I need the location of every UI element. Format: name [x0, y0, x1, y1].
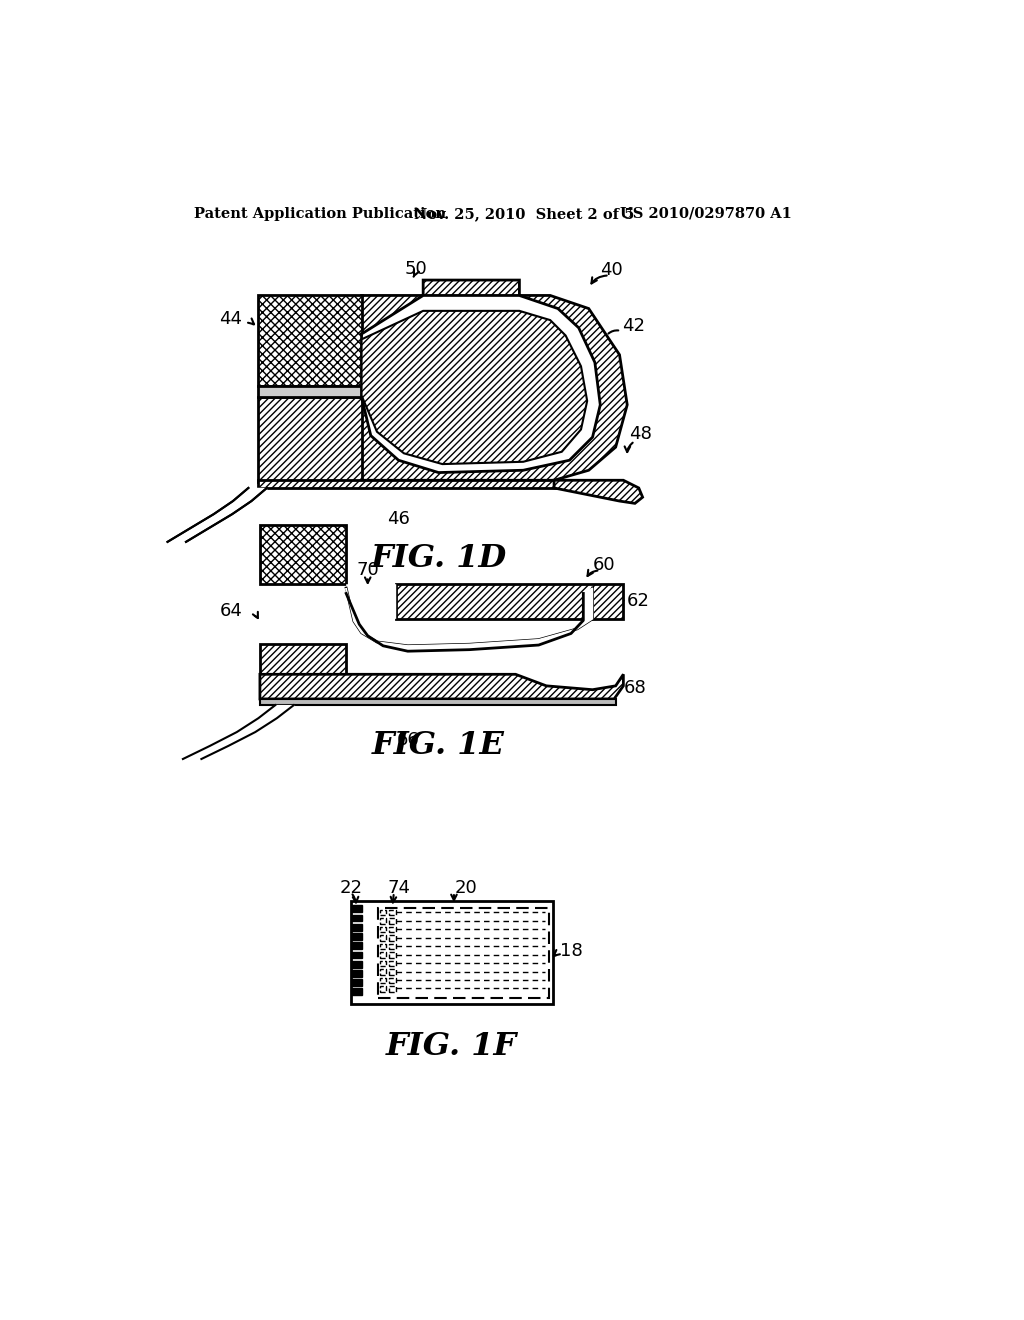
Bar — [352, 924, 362, 931]
Bar — [260, 644, 346, 675]
Text: FIG. 1F: FIG. 1F — [386, 1031, 517, 1061]
Bar — [388, 986, 396, 991]
Bar — [380, 936, 386, 941]
Bar — [258, 385, 361, 397]
Text: 70: 70 — [356, 561, 379, 579]
Text: 18: 18 — [560, 942, 583, 961]
Bar — [388, 961, 396, 966]
Bar — [380, 969, 386, 974]
Bar — [388, 927, 396, 932]
Text: 22: 22 — [339, 879, 362, 896]
Bar — [352, 942, 362, 949]
Bar — [380, 961, 386, 966]
Bar — [351, 902, 553, 1003]
Polygon shape — [554, 480, 643, 503]
Bar — [388, 909, 396, 915]
Text: FIG. 1D: FIG. 1D — [371, 544, 507, 574]
Polygon shape — [361, 280, 628, 480]
Bar — [380, 927, 386, 932]
Bar — [380, 986, 386, 991]
Text: 20: 20 — [454, 879, 477, 896]
Bar — [380, 919, 386, 924]
Polygon shape — [346, 585, 396, 638]
Text: Nov. 25, 2010  Sheet 2 of 5: Nov. 25, 2010 Sheet 2 of 5 — [414, 207, 634, 220]
Text: 42: 42 — [622, 317, 645, 335]
Bar — [380, 952, 386, 958]
Text: 48: 48 — [630, 425, 652, 444]
Text: FIG. 1E: FIG. 1E — [372, 730, 505, 762]
Bar — [388, 919, 396, 924]
Bar — [352, 979, 362, 986]
Bar — [380, 978, 386, 983]
Polygon shape — [396, 585, 624, 619]
Text: 40: 40 — [600, 261, 623, 279]
Bar — [352, 989, 362, 995]
Bar — [388, 936, 396, 941]
Bar — [260, 525, 346, 585]
Text: 64: 64 — [219, 602, 243, 620]
Bar — [352, 933, 362, 940]
Bar — [352, 915, 362, 921]
Bar — [380, 909, 386, 915]
Bar — [378, 908, 549, 998]
Polygon shape — [260, 700, 615, 705]
Bar — [258, 397, 361, 482]
Bar — [388, 952, 396, 958]
Bar — [352, 961, 362, 968]
Polygon shape — [361, 296, 600, 473]
Bar — [388, 969, 396, 974]
Text: 50: 50 — [404, 260, 427, 277]
Text: 44: 44 — [219, 310, 243, 327]
Polygon shape — [346, 589, 593, 651]
Bar — [258, 480, 620, 488]
Text: 62: 62 — [628, 593, 650, 610]
Bar — [388, 944, 396, 949]
Bar — [388, 978, 396, 983]
Bar — [380, 944, 386, 949]
Bar — [258, 296, 361, 385]
Text: Patent Application Publication: Patent Application Publication — [195, 207, 446, 220]
Bar — [352, 970, 362, 977]
Polygon shape — [361, 312, 587, 465]
Bar — [352, 952, 362, 958]
Text: 46: 46 — [387, 510, 410, 528]
Text: 74: 74 — [387, 879, 410, 896]
Polygon shape — [260, 675, 624, 700]
Text: 68: 68 — [624, 680, 646, 697]
Bar — [352, 906, 362, 912]
Text: 60: 60 — [593, 556, 615, 574]
Polygon shape — [361, 312, 587, 465]
Text: 66: 66 — [396, 731, 419, 748]
Text: US 2010/0297870 A1: US 2010/0297870 A1 — [621, 207, 793, 220]
